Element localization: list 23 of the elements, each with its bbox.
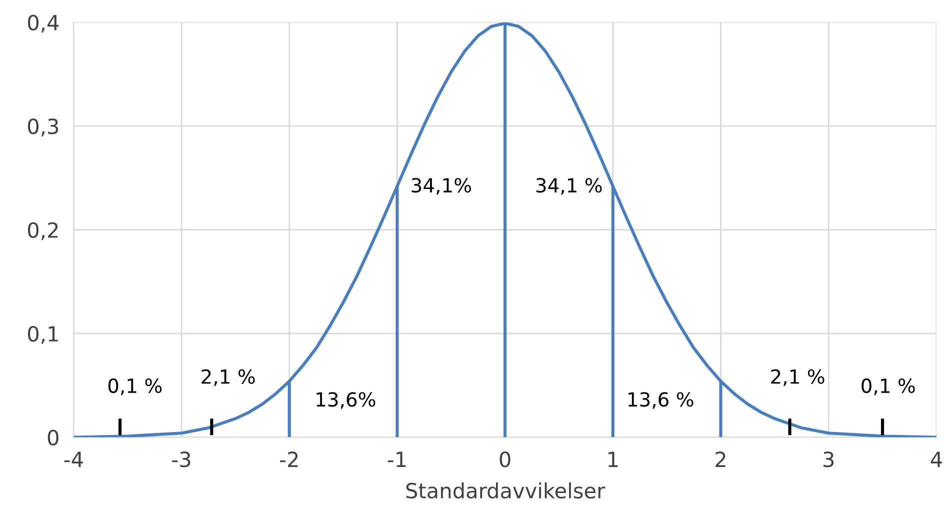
x-tick-label: 1 [608,452,618,467]
annotation: 34,1% [412,178,472,195]
x-tick-label: -3 [172,452,190,468]
annotation: 34,1 % [536,178,602,195]
x-tick-label: 4 [930,452,942,467]
annotation: 2,1 % [202,369,255,386]
y-tick-label: 0 [48,430,58,446]
annotation: 0,1 % [108,378,162,396]
y-tick-label: 0,1 [28,326,58,344]
x-tick-label: 3 [824,452,834,468]
annotation: 2,1 % [771,369,824,386]
x-tick-label: -2 [280,452,298,467]
x-tick-label: 0 [500,452,510,468]
y-tick-label: 0,2 [28,222,58,240]
y-tick-label: 0,3 [28,118,58,136]
x-tick-label: 2 [716,452,726,467]
x-tick-label: -4 [64,452,83,467]
x-tick-label: -1 [388,452,406,467]
annotation: 13,6 % [628,392,694,409]
annotation: 0,1 % [862,378,915,396]
annotation: 13,6% [316,392,376,409]
x-axis-title: Standardavvikelser [406,482,606,499]
y-tick-label: 0,4 [28,14,59,33]
